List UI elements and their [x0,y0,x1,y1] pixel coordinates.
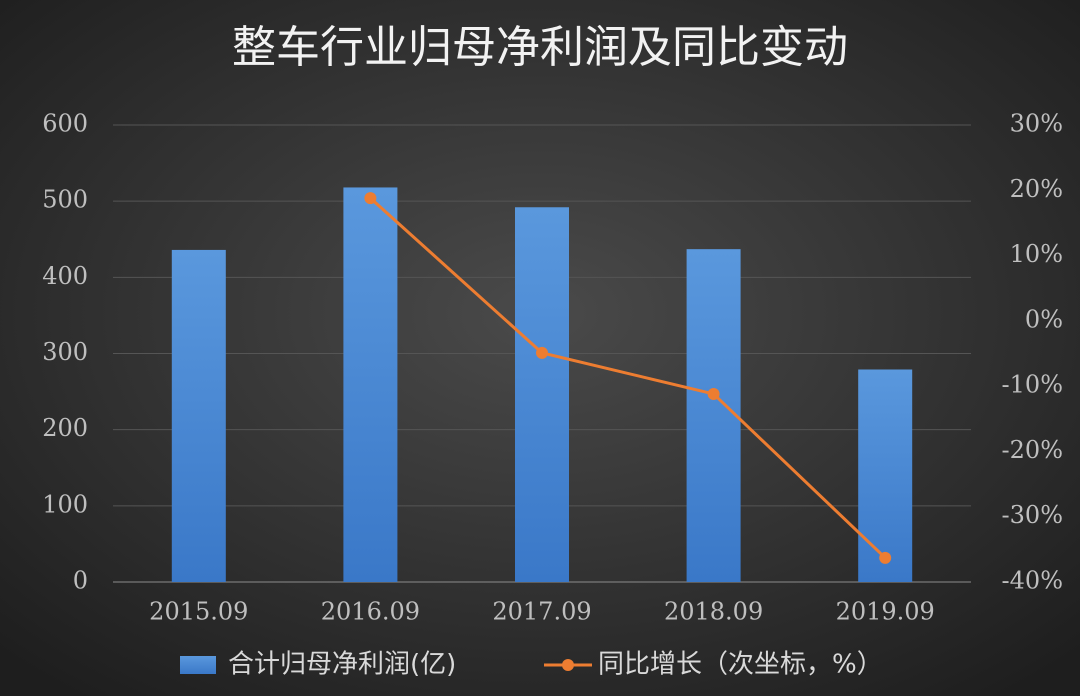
x-tick-label: 2017.09 [492,598,591,626]
x-tick-label: 2016.09 [321,598,420,626]
line-point [536,346,548,359]
y2-tick-label: -20% [1002,436,1063,464]
chart-title: 整车行业归母净利润及同比变动 [232,22,848,73]
x-tick-label: 2019.09 [836,598,935,626]
y2-tick-label: 30% [1010,110,1063,138]
bar [858,369,913,582]
x-tick-label: 2018.09 [664,598,763,626]
y-tick-label: 400 [42,262,88,290]
bar [686,249,741,582]
legend-swatch [562,659,574,671]
line-point [879,551,892,564]
line-point [364,192,377,205]
legend-swatch [180,656,216,674]
y-tick-label: 100 [42,490,88,518]
legend-label: 同比增长（次坐标，%） [598,650,883,680]
y2-tick-label: 20% [1010,175,1063,203]
y-tick-label: 200 [42,414,88,442]
y2-tick-label: 0% [1025,305,1063,333]
y2-tick-label: 10% [1010,240,1063,268]
y2-tick-label: -40% [1002,567,1063,595]
bar [171,249,226,582]
legend-label: 合计归母净利润(亿) [228,650,456,680]
x-tick-label: 2015.09 [149,598,248,626]
y2-tick-label: -30% [1002,501,1063,529]
bar [515,207,569,582]
line [369,197,887,559]
bar [343,187,398,582]
y-tick-label: 0 [73,567,88,595]
y2-tick-label: -10% [1002,371,1063,399]
y-tick-label: 500 [42,186,88,214]
line-point [707,387,720,400]
y-tick-label: 300 [42,338,88,366]
y-tick-label: 600 [42,110,88,138]
